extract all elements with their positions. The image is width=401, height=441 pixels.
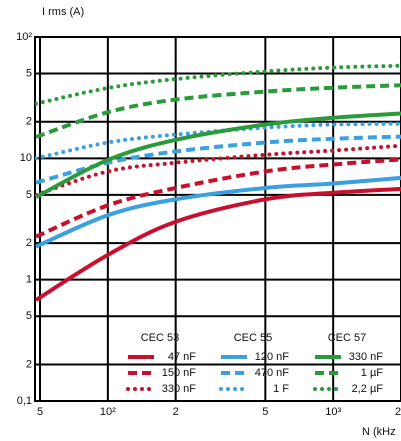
series-line (35, 134, 401, 185)
x-tick-label: 2 (173, 406, 179, 418)
legend-label: 2,2 µF (352, 383, 384, 395)
series-line (35, 186, 401, 302)
y-tick-label: 1 (26, 274, 32, 286)
series-line (35, 111, 401, 199)
plot-frame (34, 36, 401, 402)
legend-group-title: CEC 55 (234, 332, 273, 344)
legend-label: 120 nF (255, 351, 290, 363)
y-tick-label: 5 (26, 189, 32, 201)
legend-label: 47 nF (168, 351, 196, 363)
series-line (35, 63, 401, 106)
y-tick-label: 2 (26, 358, 32, 370)
legend-label: 150 nF (162, 367, 197, 379)
x-tick-label: 5 (262, 406, 268, 418)
legend-label: 330 nF (162, 383, 197, 395)
x-tick-label: 5 (37, 406, 43, 418)
x-axis-label: N (kHz (362, 426, 396, 438)
series-line (35, 143, 401, 197)
y-tick-label: 5 (26, 310, 32, 322)
y-tick-label: 10² (16, 31, 32, 43)
series-line (35, 175, 401, 249)
plot-area (35, 63, 401, 302)
y-tick-label: 0,1 (17, 395, 32, 407)
legend-label: 1 F (273, 383, 289, 395)
series-line (35, 121, 401, 161)
legend-label: 330 nF (349, 351, 384, 363)
x-tick-label: 2 (395, 406, 401, 418)
y-axis-label: I rms (A) (42, 6, 84, 18)
x-tick-label: 10³ (325, 406, 341, 418)
y-tick-label: 2 (26, 237, 32, 249)
series-line (35, 83, 401, 139)
legend-label: 1 µF (361, 367, 384, 379)
y-tick-label: 2 (26, 116, 32, 128)
legend-group-title: CEC 53 (141, 332, 180, 344)
legend-label: 470 nF (255, 367, 290, 379)
y-tick-label: 5 (26, 67, 32, 79)
series-line (35, 157, 401, 239)
x-tick-label: 10² (100, 406, 116, 418)
y-tick-label: 10 (20, 152, 32, 164)
legend-group-title: CEC 57 (328, 332, 367, 344)
